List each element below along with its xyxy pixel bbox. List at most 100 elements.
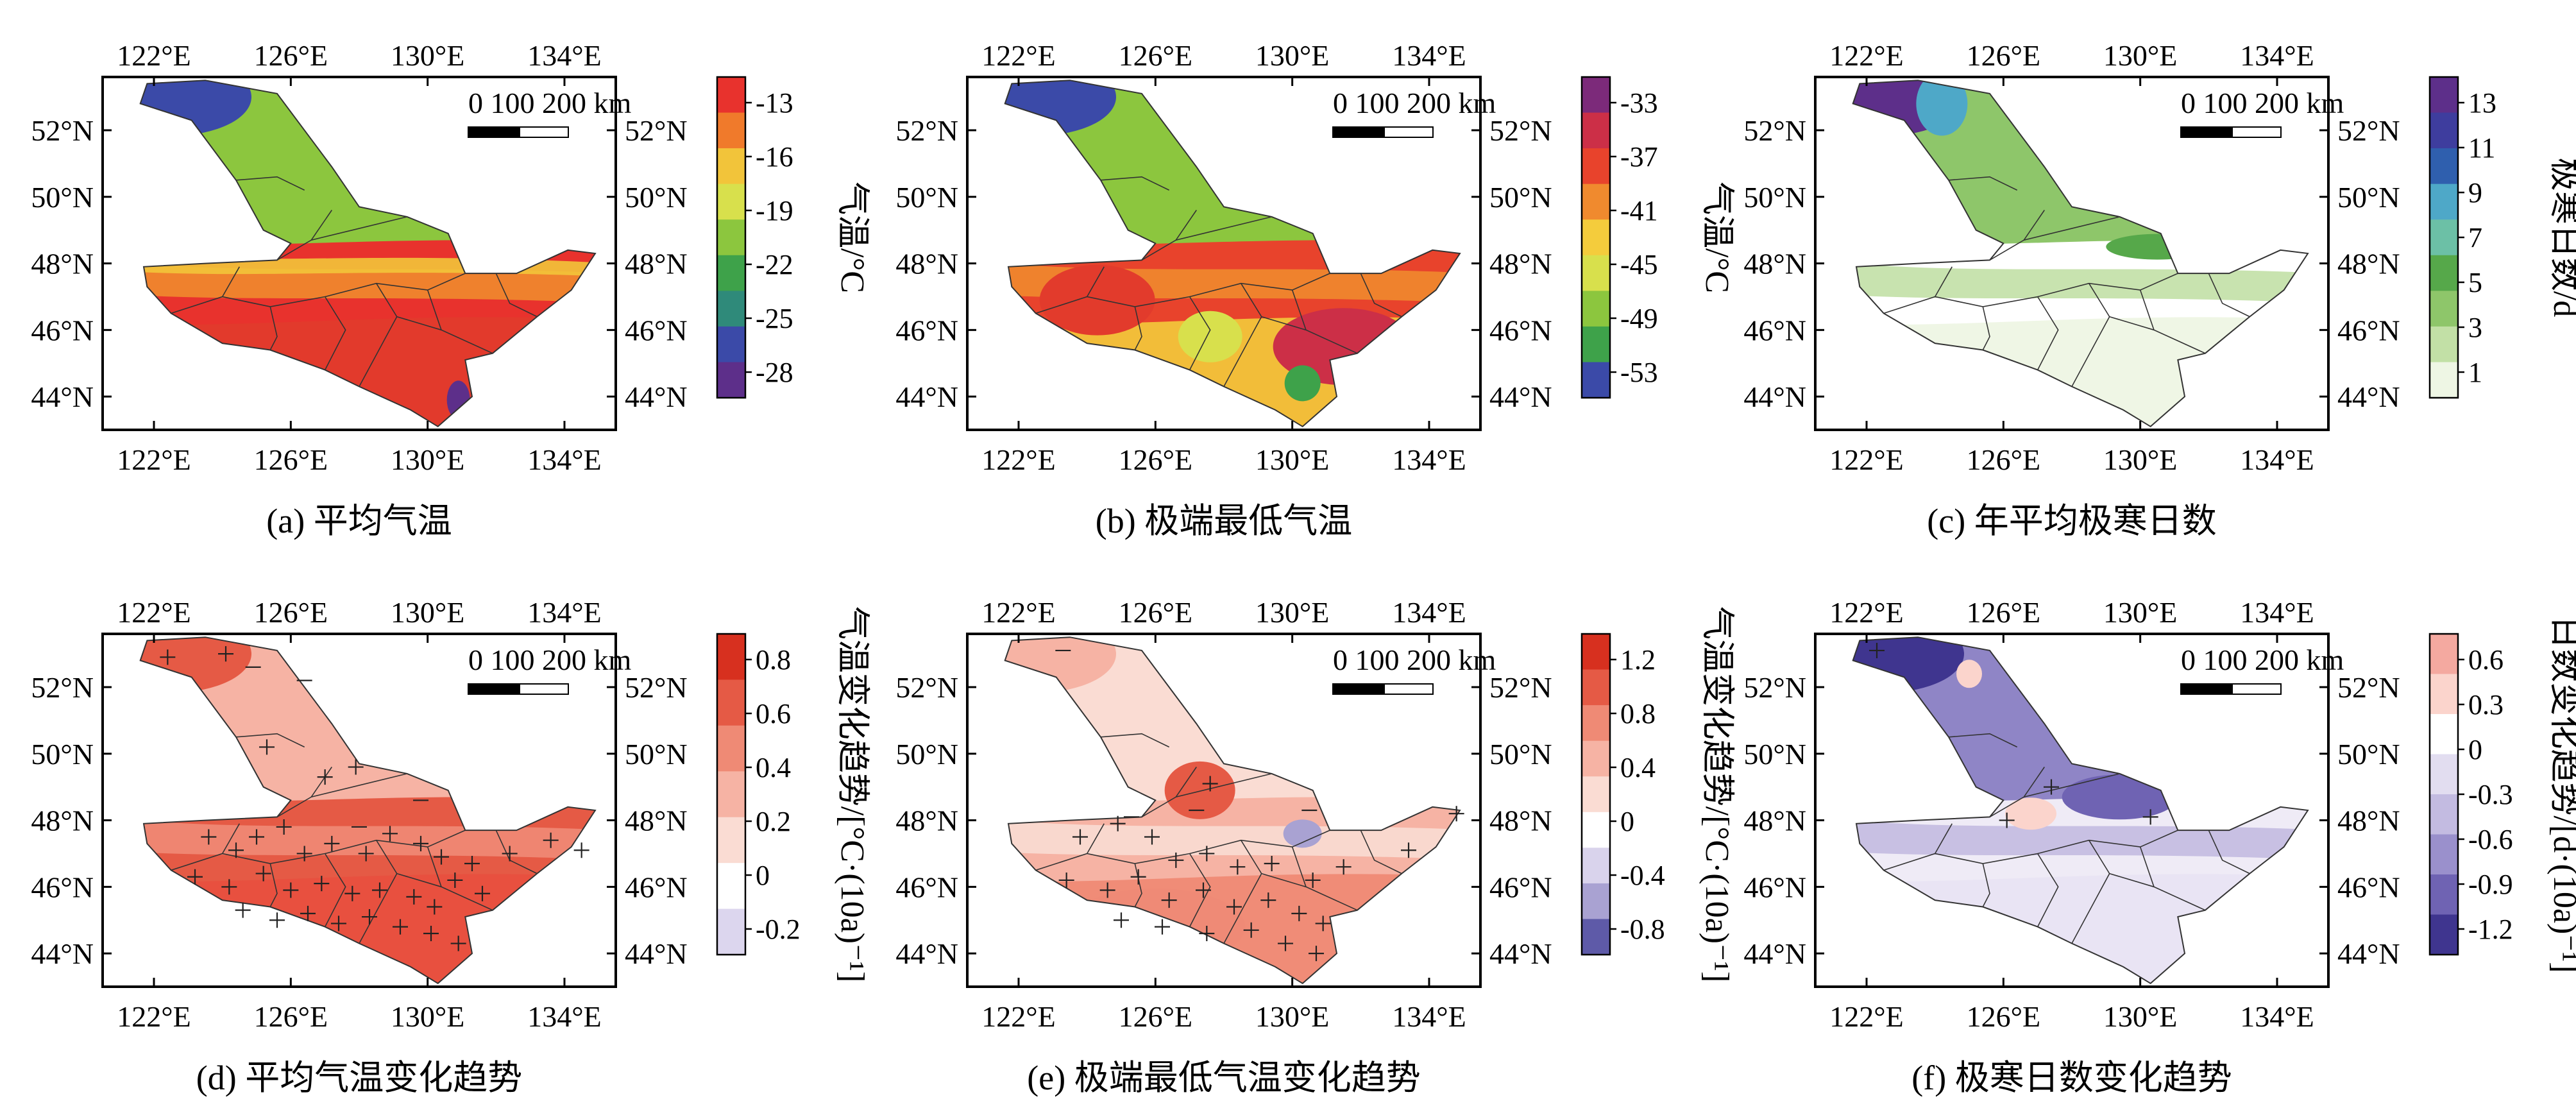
county-boundary (324, 296, 346, 370)
map-green-patch (2106, 234, 2209, 260)
county-boundary (269, 863, 278, 907)
top-lon-label: 126°E (1967, 596, 2041, 629)
panel-caption: (a) 平均气温 (266, 502, 452, 540)
colorbar-segment (1582, 919, 1610, 955)
left-lat-label: 50°N (895, 181, 958, 214)
significance-marker (221, 879, 237, 895)
significance-marker (1144, 829, 1160, 845)
colorbar-tick-label: -49 (1620, 303, 1658, 334)
top-lon-label: 134°E (1392, 596, 1466, 629)
scale-bar-white (2232, 126, 2282, 138)
map-warm-core (1039, 264, 1155, 336)
left-lat-label: 46°N (31, 314, 94, 346)
significance-marker (235, 902, 251, 918)
significance-marker (358, 846, 374, 862)
province-outline (139, 636, 597, 985)
county-boundary (2139, 846, 2155, 887)
right-lat-label: 48°N (1489, 805, 1552, 837)
colorbar-tick-label: 0 (2468, 734, 2482, 765)
significance-marker (1110, 815, 1126, 831)
significance-marker (324, 835, 340, 851)
county-boundary (310, 767, 332, 797)
left-lat-label: 52°N (31, 671, 94, 704)
top-lon-label: 134°E (1392, 39, 1466, 72)
map-frame (1814, 633, 2330, 988)
colorbar-segment (2430, 255, 2458, 291)
colorbar-segment (1582, 77, 1610, 114)
scale-bar-label: 0 100 200 km (2181, 643, 2344, 676)
colorbar-tick-label: 0.8 (1620, 698, 1656, 729)
significance-marker (2142, 809, 2158, 825)
scale-bar: 0 100 200 km (468, 643, 632, 695)
top-lon-label: 122°E (1829, 39, 1904, 72)
colorbar-frame (1580, 76, 1611, 399)
map-south-band (140, 317, 595, 427)
significance-marker (1401, 842, 1416, 858)
significance-marker (1335, 859, 1352, 875)
right-lat-label: 46°N (2337, 871, 2400, 903)
left-lat-label: 48°N (1743, 805, 1806, 837)
colorbar-tick-label: -33 (1620, 87, 1658, 119)
colorbar-tick-label: -16 (756, 141, 793, 173)
county-boundary (2023, 210, 2045, 241)
province-outline (1852, 636, 2309, 985)
scale-bar: 0 100 200 km (1332, 643, 1496, 695)
right-lat-label: 52°N (1489, 671, 1552, 704)
significance-marker (450, 935, 466, 951)
top-lon-label: 134°E (527, 596, 602, 629)
county-boundary (1087, 823, 1105, 854)
significance-marker (1230, 859, 1246, 875)
left-lat-label: 52°N (1743, 671, 1806, 704)
left-lat-label: 46°N (31, 871, 94, 903)
colorbar-segment (1582, 148, 1610, 185)
bottom-lon-label: 130°E (1255, 443, 1330, 476)
significance-marker (1243, 922, 1259, 938)
bottom-lon-label: 126°E (1967, 1000, 2041, 1033)
scale-bar-label: 0 100 200 km (1333, 643, 1496, 676)
scale-bar-black (2180, 126, 2233, 138)
county-boundary (1935, 823, 1953, 854)
county-boundary (1360, 830, 1402, 874)
significance-marker (1058, 872, 1074, 888)
colorbar-segment (717, 725, 745, 772)
right-lat-label: 48°N (2337, 248, 2400, 280)
significance-marker (300, 905, 316, 921)
significance-marker (362, 909, 377, 925)
significance-marker (255, 865, 271, 882)
scale-bar-white (519, 683, 569, 695)
colorbar-tick-label: -28 (756, 357, 793, 388)
scale-bar-white (1384, 126, 1434, 138)
county-boundary (1141, 773, 1272, 818)
county-boundary (1189, 296, 1211, 370)
map-panel-c: 122°E 122°E 126°E 126°E 130°E 130°E 134°E 134°E… (1743, 39, 2576, 540)
colorbar-segment (2430, 362, 2458, 398)
top-lon-label: 134°E (2240, 596, 2314, 629)
significance-marker (2044, 779, 2059, 795)
colorbar-segment (1582, 255, 1610, 291)
map-cool-patch (1192, 661, 1256, 713)
top-lon-label: 130°E (391, 39, 465, 72)
bottom-lon-label: 126°E (1119, 1000, 1193, 1033)
bottom-lon-label: 122°E (981, 443, 1056, 476)
significance-marker (464, 856, 480, 872)
scale-bar-white (519, 126, 569, 138)
colorbar-segment (2430, 183, 2458, 220)
county-boundary (222, 823, 240, 854)
right-lat-label: 46°N (1489, 314, 1552, 346)
significance-marker (348, 759, 364, 775)
bottom-lon-label: 134°E (1392, 443, 1466, 476)
scale-bar-label: 0 100 200 km (468, 643, 632, 676)
colorbar-tick-label: -41 (1620, 195, 1658, 226)
significance-marker (283, 882, 299, 898)
significance-marker (1130, 869, 1146, 885)
colorbar-tick-label: 3 (2468, 312, 2482, 343)
right-lat-label: 50°N (625, 738, 688, 771)
colorbar-tick-label: 0 (756, 860, 770, 891)
colorbar-segment (717, 77, 745, 114)
colorbar-segment (717, 112, 745, 149)
colorbar-tick-label: -0.9 (2468, 869, 2513, 900)
colorbar-segment (2430, 834, 2458, 875)
left-lat-label: 48°N (31, 805, 94, 837)
map-frame (101, 633, 617, 988)
colorbar-segment (717, 255, 745, 291)
